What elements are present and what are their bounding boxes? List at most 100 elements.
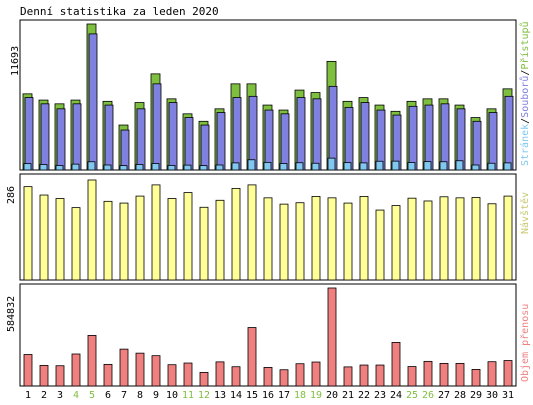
visits-bar-day-17 <box>279 203 289 281</box>
pages-bar-day-12 <box>199 165 208 171</box>
visits-bar-day-24 <box>391 205 401 281</box>
pages-bar-day-27 <box>439 161 448 171</box>
visits-bar-day-21 <box>343 202 353 281</box>
kbytes-bar-day-14 <box>231 366 241 387</box>
x-tick-label-day-27: 27 <box>438 390 450 401</box>
x-tick-label-day-31: 31 <box>502 390 514 401</box>
visits-bar-day-1 <box>23 186 33 281</box>
legend-pages: Stránek <box>519 124 531 166</box>
files-bar-day-3 <box>56 108 66 171</box>
x-tick-label-day-13: 13 <box>214 390 226 401</box>
visits-legend: Návštěv <box>519 192 531 234</box>
pages-bar-day-17 <box>279 163 288 171</box>
pages-bar-day-22 <box>359 162 368 171</box>
kbytes-bar-day-10 <box>167 364 177 387</box>
kbytes-bar-day-23 <box>375 364 385 387</box>
pages-bar-day-21 <box>343 162 352 171</box>
files-bar-day-6 <box>104 104 114 171</box>
files-bar-day-2 <box>40 103 50 171</box>
files-bar-day-31 <box>504 95 514 171</box>
visits-bar-day-31 <box>503 195 513 281</box>
files-bar-day-18 <box>296 97 306 171</box>
kbytes-bar-day-22 <box>359 364 369 387</box>
kbytes-bar-day-9 <box>151 355 161 387</box>
visits-bar-day-19 <box>311 196 321 281</box>
x-tick-label-day-6: 6 <box>105 390 111 401</box>
files-bar-day-22 <box>360 102 370 171</box>
kbytes-bar-day-17 <box>279 369 289 387</box>
legend-hits: Přístupů <box>519 21 531 69</box>
visits-bar-day-15 <box>247 184 257 281</box>
kbytes-bar-day-7 <box>119 348 129 387</box>
kbytes-bar-day-4 <box>71 353 81 387</box>
files-bar-day-1 <box>24 97 34 171</box>
kbytes-bar-day-19 <box>311 361 321 387</box>
files-bar-day-27 <box>440 103 450 171</box>
kbytes-bar-day-30 <box>487 361 497 387</box>
kbytes-bar-day-29 <box>471 369 481 387</box>
kbytes-panel: 584832 Objem přenosu <box>6 283 531 387</box>
pages-bar-day-15 <box>247 159 256 171</box>
files-bar-day-21 <box>344 107 354 171</box>
files-bar-day-13 <box>216 112 226 171</box>
kbytes-bar-day-11 <box>183 362 193 387</box>
files-bar-day-17 <box>280 113 290 171</box>
x-tick-label-day-1: 1 <box>25 390 31 401</box>
x-tick-label-day-19: 19 <box>310 390 322 401</box>
x-tick-label-day-17: 17 <box>278 390 290 401</box>
kbytes-bar-day-18 <box>295 363 305 387</box>
x-tick-label-day-3: 3 <box>57 390 63 401</box>
files-bar-day-14 <box>232 97 242 171</box>
kbytes-bar-day-31 <box>503 360 513 387</box>
x-tick-label-day-16: 16 <box>262 390 274 401</box>
x-axis-day-labels: 1 2 3 4 5 6 7 8 9 10 11 12 13 14 15 16 17 18 19 20 21 22 23 24 2… <box>25 390 514 401</box>
pages-bar-day-28 <box>455 160 464 171</box>
pages-bar-day-6 <box>103 164 112 171</box>
visits-bar-day-27 <box>439 196 449 281</box>
visits-bar-day-30 <box>487 203 497 281</box>
visits-bar-day-29 <box>471 197 481 281</box>
pages-bar-day-9 <box>151 163 160 171</box>
kbytes-bar-day-8 <box>135 352 145 387</box>
visits-bar-day-3 <box>55 198 65 281</box>
visits-bar-day-5 <box>87 179 97 281</box>
visits-bar-day-9 <box>151 184 161 281</box>
x-tick-label-day-25: 25 <box>406 390 418 401</box>
chart-title: Denní statistika za leden 2020 <box>20 5 219 18</box>
files-bar-day-19 <box>312 98 322 171</box>
visits-bar-day-18 <box>295 202 305 281</box>
kbytes-bar-day-27 <box>439 362 449 387</box>
pages-bar-day-26 <box>423 161 432 171</box>
pages-bar-day-2 <box>39 164 48 171</box>
files-bar-day-7 <box>120 129 130 171</box>
visits-bar-day-25 <box>407 197 417 281</box>
x-tick-label-day-18: 18 <box>294 390 306 401</box>
visits-panel: 286 Návštěv <box>6 173 531 281</box>
kbytes-bar-day-2 <box>39 364 49 387</box>
files-bar-day-12 <box>200 124 210 171</box>
files-bar-day-29 <box>472 120 482 171</box>
pages-bar-day-24 <box>391 160 400 171</box>
files-bar-day-8 <box>136 108 146 171</box>
x-tick-label-day-11: 11 <box>182 390 194 401</box>
x-tick-label-day-30: 30 <box>486 390 498 401</box>
files-bar-day-20 <box>328 85 338 171</box>
legend-sep-1: / <box>520 118 531 124</box>
pages-bar-day-31 <box>503 162 512 171</box>
x-tick-label-day-28: 28 <box>454 390 466 401</box>
x-tick-label-day-8: 8 <box>137 390 143 401</box>
kbytes-max-label: 584832 <box>6 296 17 332</box>
visits-bar-day-12 <box>199 206 209 281</box>
pages-bar-day-20 <box>327 157 336 171</box>
legend-files: Souborů <box>519 76 531 118</box>
files-bar-day-15 <box>248 95 258 171</box>
x-tick-label-day-4: 4 <box>73 390 79 401</box>
pages-bar-day-10 <box>167 164 176 171</box>
visits-bar-day-20 <box>327 197 337 281</box>
x-tick-label-day-29: 29 <box>470 390 482 401</box>
kbytes-bar-day-15 <box>247 327 257 387</box>
pages-bar-day-13 <box>215 164 224 171</box>
kbytes-bar-day-12 <box>199 372 209 387</box>
